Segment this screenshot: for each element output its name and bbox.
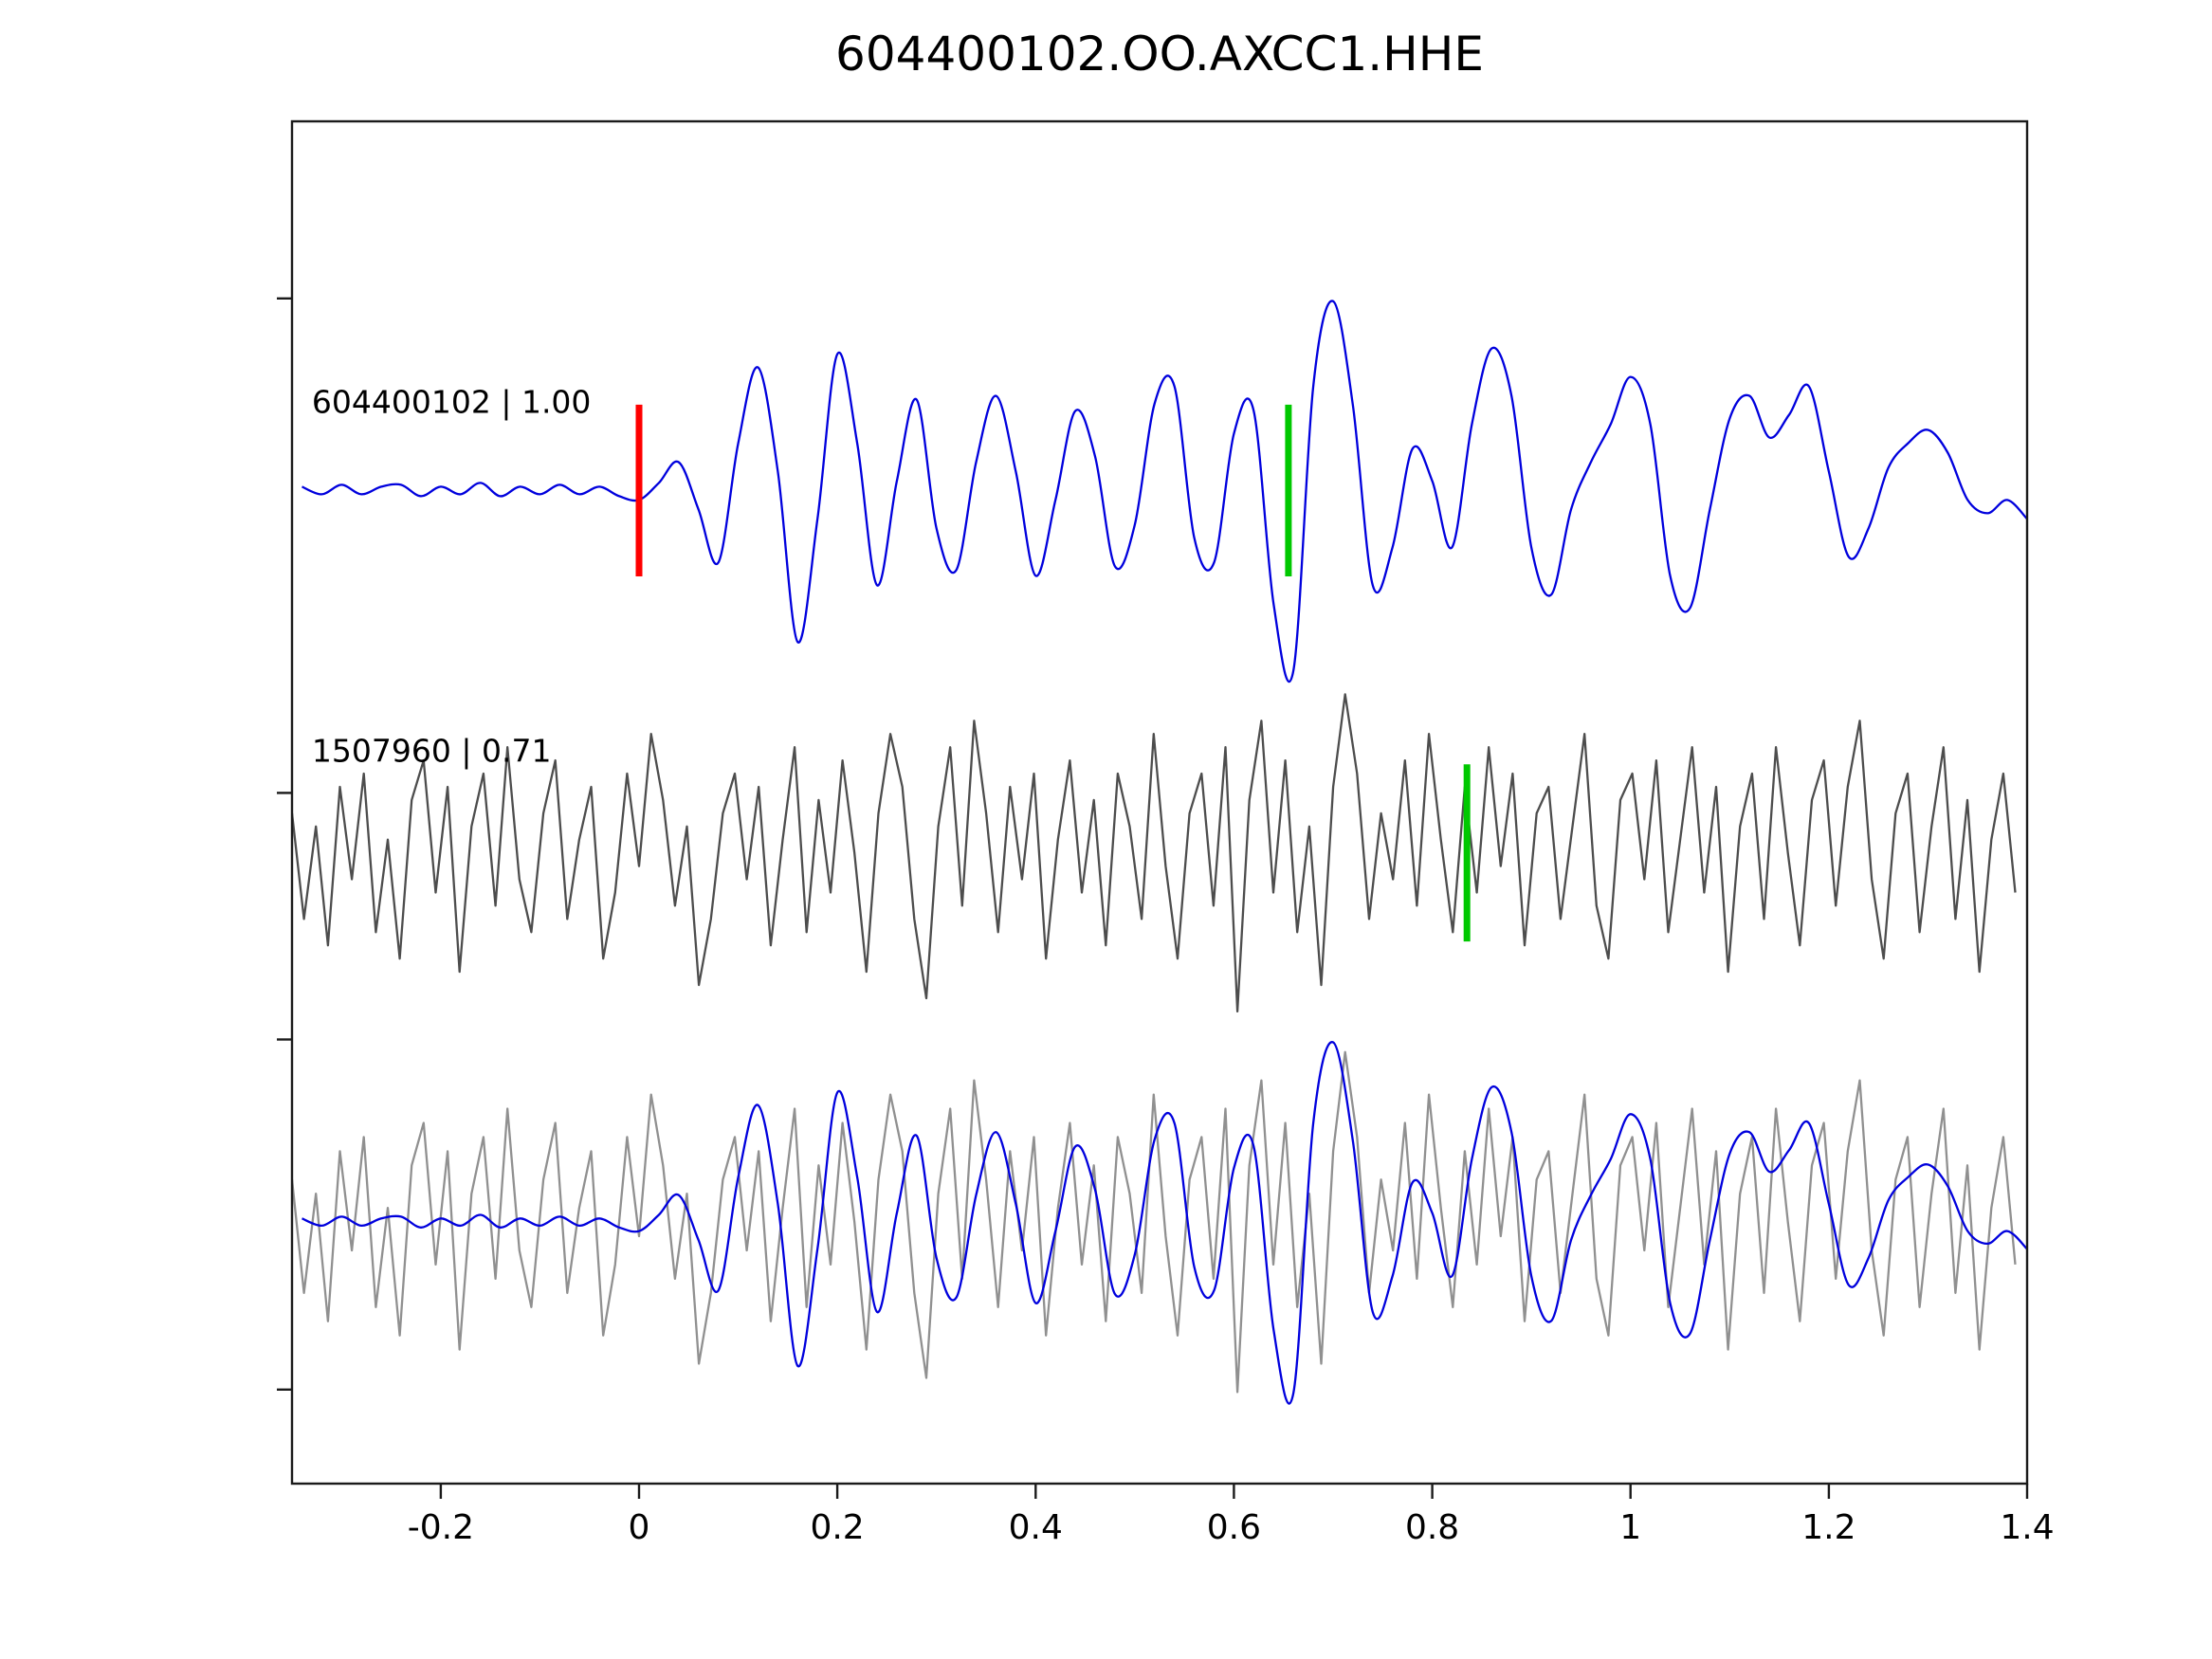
trace-label-0: 604400102 | 1.00 [312, 384, 592, 421]
trace-template-604400102-panel2 [302, 1041, 2027, 1405]
x-tick-label: 1.2 [1801, 1508, 1856, 1547]
trace-label-1: 1507960 | 0.71 [312, 732, 552, 769]
trace-detection-1507960-panel1 [292, 693, 2017, 1013]
trace-template-604400102-panel0 [302, 300, 2027, 684]
trace-detection-1507960-panel2 [292, 1050, 2017, 1394]
x-tick-label: 0.4 [1009, 1508, 1063, 1547]
x-tick-label: -0.2 [408, 1508, 474, 1547]
x-tick-label: 0 [629, 1508, 650, 1547]
x-tick-label: 0.2 [810, 1508, 864, 1547]
x-tick-label: 0.8 [1405, 1508, 1459, 1547]
figure-title: 604400102.OO.AXCC1.HHE [835, 27, 1484, 82]
x-tick-label: 1 [1619, 1508, 1641, 1547]
x-tick-label: 0.6 [1207, 1508, 1261, 1547]
axes-frame [290, 119, 2029, 1486]
x-tick-label: 1.4 [2000, 1508, 2054, 1547]
